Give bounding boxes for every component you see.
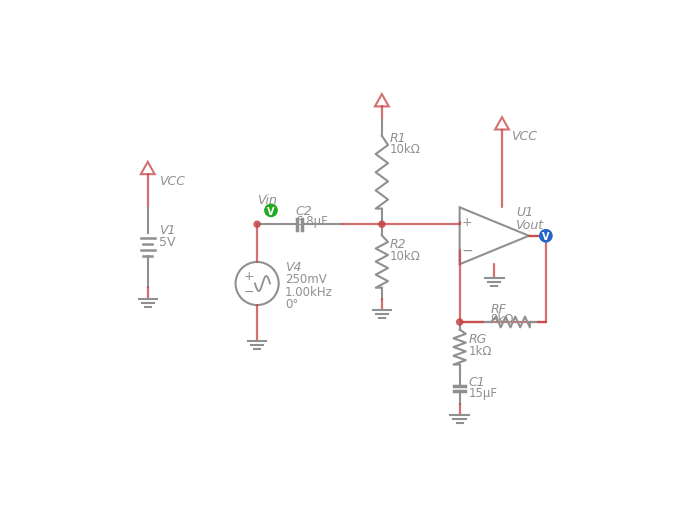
Text: 10kΩ: 10kΩ — [389, 143, 420, 156]
Text: 5V: 5V — [158, 236, 175, 249]
Text: 9kΩ: 9kΩ — [491, 313, 514, 326]
Text: V1: V1 — [158, 223, 175, 237]
Text: +: + — [462, 216, 473, 229]
Text: V4: V4 — [285, 261, 301, 273]
Text: 250mV: 250mV — [285, 273, 327, 286]
Text: 1.00kHz: 1.00kHz — [285, 285, 333, 298]
Text: +: + — [243, 270, 254, 283]
Text: 1kΩ: 1kΩ — [469, 344, 493, 357]
Circle shape — [379, 222, 385, 228]
Text: 10kΩ: 10kΩ — [389, 249, 420, 262]
Text: −: − — [244, 285, 254, 298]
Text: Vin: Vin — [257, 194, 277, 207]
Circle shape — [254, 222, 260, 228]
Text: RG: RG — [469, 333, 487, 346]
Text: VCC: VCC — [158, 175, 184, 187]
Text: C2: C2 — [296, 205, 312, 217]
Text: RF: RF — [491, 302, 506, 315]
Text: V: V — [542, 232, 550, 242]
Text: 0°: 0° — [285, 297, 298, 310]
Text: 6.8μF: 6.8μF — [296, 214, 328, 228]
Text: C1: C1 — [469, 375, 486, 388]
Text: 15μF: 15μF — [469, 386, 498, 399]
Text: V: V — [267, 206, 275, 216]
Text: R2: R2 — [389, 238, 406, 250]
Circle shape — [265, 205, 277, 217]
Text: U1: U1 — [516, 205, 533, 218]
Circle shape — [539, 230, 552, 242]
Text: −: − — [462, 243, 473, 258]
Text: Vout: Vout — [515, 219, 544, 232]
Circle shape — [457, 319, 463, 325]
Text: R1: R1 — [389, 131, 406, 145]
Text: VCC: VCC — [511, 130, 537, 143]
